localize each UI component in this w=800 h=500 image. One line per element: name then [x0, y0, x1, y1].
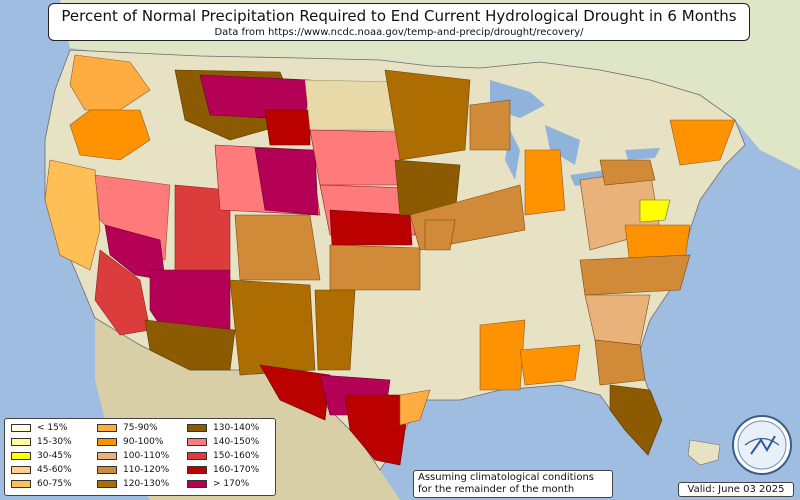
region-florida — [609, 384, 663, 456]
legend-label: 120-130% — [123, 479, 170, 489]
legend-item: 150-160% — [187, 450, 259, 462]
lake-huron — [545, 125, 580, 165]
legend-item: 110-120% — [97, 464, 169, 476]
legend-swatch — [97, 479, 117, 488]
legend-swatch — [11, 437, 31, 446]
legend-item: 120-130% — [97, 478, 169, 490]
canada — [60, 0, 800, 170]
region-colorado — [234, 214, 321, 281]
legend-swatch — [11, 423, 31, 432]
legend-swatch — [187, 423, 207, 432]
legend-swatch — [97, 437, 117, 446]
cuba-island — [687, 439, 721, 466]
region-north-california — [44, 159, 101, 271]
legend-label: < 15% — [37, 423, 68, 433]
region-south-georgia — [594, 339, 646, 386]
region-wisconsin — [469, 99, 511, 151]
legend-label: 130-140% — [213, 423, 260, 433]
legend-item: 60-75% — [11, 478, 72, 490]
region-south-arizona — [144, 319, 236, 371]
note-line-1: Assuming climatological conditions — [418, 472, 594, 483]
valid-date: Valid: June 03 2025 — [678, 482, 794, 497]
legend-label: 100-110% — [123, 451, 170, 461]
region-minnesota — [384, 69, 471, 161]
legend: < 15% 15-30% 30-45% 45-60% 60-75% 75-90%… — [4, 418, 276, 496]
lab-logo — [732, 415, 792, 475]
legend-swatch — [97, 423, 117, 432]
logo-bolt — [750, 435, 776, 455]
legend-swatch — [187, 479, 207, 488]
map-subtitle: Data from https://www.ncdc.noaa.gov/temp… — [214, 27, 584, 38]
region-mississippi — [479, 319, 526, 391]
region-oregon — [69, 109, 151, 161]
region-utah — [174, 184, 231, 271]
legend-item: 90-100% — [97, 436, 163, 448]
region-indiana — [524, 149, 566, 216]
region-west-texas — [314, 289, 356, 371]
legend-label: 140-150% — [213, 437, 260, 447]
assumption-note: Assuming climatological conditions for t… — [413, 470, 613, 498]
legend-label: 150-160% — [213, 451, 260, 461]
logo-globe — [737, 420, 787, 470]
legend-item: 160-170% — [187, 464, 259, 476]
legend-label: 45-60% — [37, 465, 72, 475]
legend-swatch — [97, 465, 117, 474]
legend-swatch — [187, 465, 207, 474]
title-box: Percent of Normal Precipitation Required… — [48, 3, 750, 41]
note-line-2: for the remainder of the month — [418, 484, 575, 495]
legend-swatch — [11, 465, 31, 474]
region-maryland — [639, 199, 671, 223]
legend-label: 160-170% — [213, 465, 260, 475]
lake-ontario — [625, 148, 660, 160]
legend-item: 130-140% — [187, 422, 259, 434]
legend-item: > 170% — [187, 478, 249, 490]
legend-item: 45-60% — [11, 464, 72, 476]
legend-label: 30-45% — [37, 451, 72, 461]
region-missouri-south — [424, 219, 456, 251]
legend-label: 60-75% — [37, 479, 72, 489]
region-georgia — [584, 294, 651, 346]
region-trans-pecos — [259, 364, 331, 421]
region-carolinas — [579, 254, 691, 296]
legend-label: 15-30% — [37, 437, 72, 447]
legend-swatch — [11, 451, 31, 460]
logo-arc — [744, 437, 780, 446]
legend-label: 110-120% — [123, 465, 170, 475]
legend-item: 15-30% — [11, 436, 72, 448]
map-title: Percent of Normal Precipitation Required… — [61, 7, 737, 25]
region-louisiana-coast — [399, 389, 431, 426]
legend-swatch — [11, 479, 31, 488]
legend-swatch — [187, 437, 207, 446]
region-north-dakota — [304, 79, 401, 131]
legend-label: 90-100% — [123, 437, 164, 447]
region-south-california — [94, 249, 151, 336]
region-kansas-north — [329, 209, 413, 246]
legend-swatch — [97, 451, 117, 460]
region-kansas-south — [329, 244, 421, 291]
region-pennsylvania — [599, 159, 656, 186]
region-south-texas — [344, 394, 411, 466]
region-north-wyoming — [264, 109, 311, 146]
legend-item: < 15% — [11, 422, 67, 434]
region-alabama — [519, 344, 581, 386]
legend-label: 75-90% — [123, 423, 158, 433]
legend-item: 30-45% — [11, 450, 72, 462]
legend-item: 100-110% — [97, 450, 169, 462]
region-new-mexico — [229, 279, 316, 376]
legend-item: 75-90% — [97, 422, 158, 434]
legend-label: > 170% — [213, 479, 250, 489]
region-south-dakota — [309, 129, 401, 186]
region-wyoming — [254, 147, 319, 216]
legend-swatch — [187, 451, 207, 460]
legend-item: 140-150% — [187, 436, 259, 448]
region-new-england — [669, 119, 736, 166]
